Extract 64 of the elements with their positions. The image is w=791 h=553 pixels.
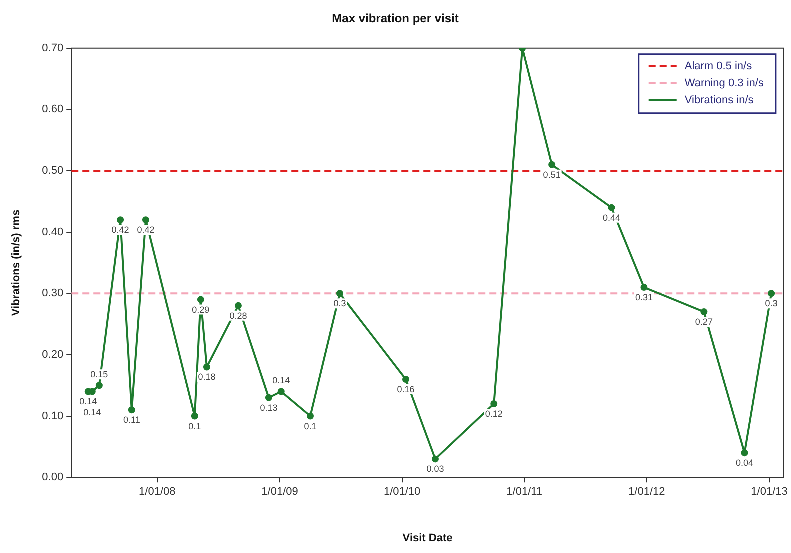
data-label: 0.29 <box>192 304 210 315</box>
x-tick-label: 1/01/11 <box>506 486 543 498</box>
data-label: 0.3 <box>334 298 346 309</box>
point <box>700 308 708 316</box>
point <box>278 388 285 396</box>
y-tick-label: 0.20 <box>42 349 64 362</box>
x-tick-label: 1/01/09 <box>262 486 298 498</box>
data-label: 0.03 <box>426 464 444 474</box>
x-axis-title: Visit Date <box>402 532 453 544</box>
data-label: 0.44 <box>602 212 620 223</box>
point <box>128 406 136 414</box>
data-label: 0.11 <box>123 415 140 426</box>
y-tick-label: 0.10 <box>42 410 64 422</box>
data-label: 0.3 <box>765 298 778 309</box>
data-label: 0.27 <box>695 317 713 328</box>
point <box>191 412 198 420</box>
y-axis-title: Vibrations (in/s) rms <box>10 210 23 316</box>
data-label: 0.18 <box>198 372 216 382</box>
point <box>265 394 272 402</box>
point <box>432 456 439 463</box>
data-label: 0.42 <box>137 225 155 236</box>
point <box>548 161 556 168</box>
point <box>234 302 242 310</box>
data-label: 0.51 <box>543 170 561 180</box>
x-tick-label: 1/01/08 <box>139 486 176 498</box>
data-label: 0.14 <box>272 376 290 386</box>
point <box>203 364 210 371</box>
data-label: 0.1 <box>304 421 317 432</box>
legend-label: Vibrations in/s <box>684 94 754 106</box>
y-tick-label: 0.60 <box>42 104 64 116</box>
data-label: 0.14 <box>80 396 98 407</box>
y-tick-label: 0.00 <box>42 472 64 484</box>
data-label: 0.1 <box>188 421 202 432</box>
data-label: 0.12 <box>485 409 503 420</box>
data-label: 0.14 <box>84 408 102 418</box>
y-tick-label: 0.30 <box>42 288 64 300</box>
data-label: 0.04 <box>736 458 754 468</box>
y-tick-label: 0.50 <box>42 165 64 178</box>
point <box>490 400 498 408</box>
data-label: 0.28 <box>230 310 248 321</box>
y-tick-label: 0.40 <box>42 226 64 238</box>
point <box>197 296 204 304</box>
point <box>336 290 344 298</box>
chart-title: Max vibration per visit <box>332 12 459 26</box>
data-label: 0.15 <box>90 370 108 380</box>
data-label: 0.13 <box>260 402 278 413</box>
x-tick-label: 1/01/13 <box>751 486 788 498</box>
point <box>640 284 648 292</box>
point <box>768 290 776 298</box>
data-label: 0.16 <box>397 384 415 394</box>
y-tick-label: 0.70 <box>42 42 64 54</box>
x-tick-label: 1/01/12 <box>628 486 666 498</box>
data-label: 0.42 <box>112 225 130 236</box>
data-label: 0.31 <box>635 292 653 303</box>
point <box>307 412 314 420</box>
legend-label: Warning 0.3 in/s <box>684 77 764 90</box>
legend-label: Alarm 0.5 in/s <box>684 60 753 72</box>
point <box>741 450 748 457</box>
point <box>96 382 103 390</box>
point <box>608 204 616 212</box>
point <box>402 376 410 383</box>
point <box>117 216 124 224</box>
x-tick-label: 1/01/10 <box>384 486 421 498</box>
point <box>142 216 150 224</box>
